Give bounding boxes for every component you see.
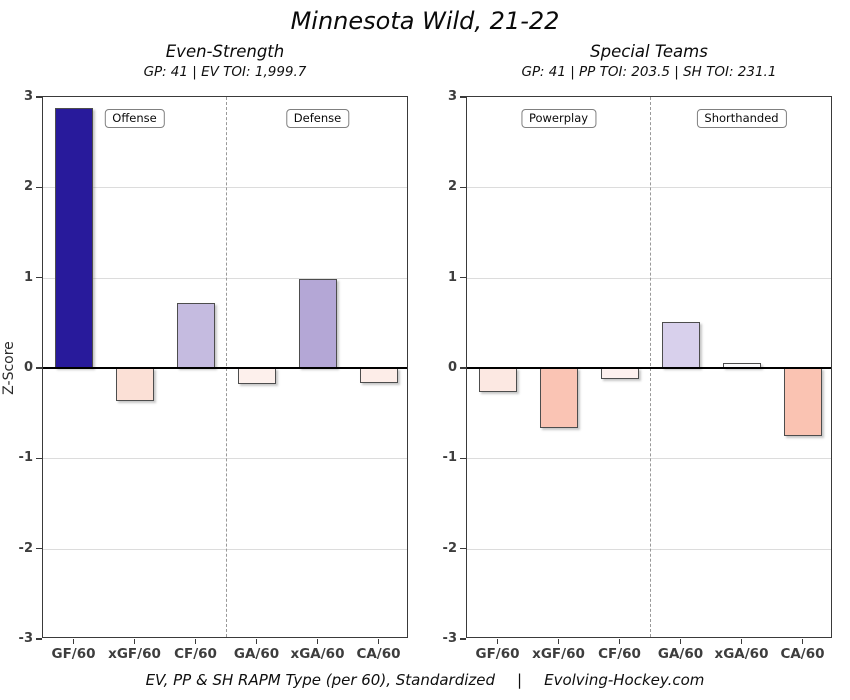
x-tick-label-xga-60: xGA/60 [714,646,769,662]
x-tick-mark [133,639,136,644]
x-tick-label-gf-60: GF/60 [51,646,96,662]
y-tick-mark [36,547,42,550]
y-tick-label: 0 [447,360,457,375]
panel-subtitle-even-strength: GP: 41 | EV TOI: 1,999.7 [143,64,307,80]
x-tick-label-xgf-60: xGF/60 [108,646,161,662]
y-tick-mark [36,638,42,640]
x-tick-mark [496,639,499,644]
x-tick-mark [740,639,743,644]
section-label-offense: Offense [104,109,165,128]
y-tick-mark [36,276,42,279]
y-tick-label: -2 [442,540,457,556]
y-tick-mark [460,276,466,279]
x-tick-mark [316,639,319,644]
y-tick-label: 1 [23,269,33,285]
bar-cf-60 [600,368,639,379]
x-tick-mark [194,639,197,644]
y-tick-label: 3 [447,89,457,104]
gridline-y-1 [43,277,407,279]
gridline-y--1 [43,458,407,460]
x-tick-label-gf-60: GF/60 [475,646,520,662]
y-tick-mark [460,457,466,460]
y-tick-label: -1 [18,450,33,466]
bar-xga-60 [298,279,337,368]
gridline-y-2 [467,187,831,189]
footer-caption: EV, PP & SH RAPM Type (per 60), Standard… [145,671,496,689]
bar-ca-60 [359,368,398,384]
gridline-y--2 [43,548,407,550]
bar-xgf-60 [539,368,578,428]
bar-cf-60 [176,302,215,368]
y-tick-mark [460,547,466,550]
x-tick-label-ca-60: CA/60 [780,646,825,662]
zero-axis-line [467,367,831,369]
y-tick-mark [36,96,42,98]
figure-title: Minnesota Wild, 21-22 [290,7,560,35]
y-tick-mark [36,457,42,460]
bar-xgf-60 [115,368,154,402]
x-tick-mark [618,639,621,644]
x-tick-label-ga-60: GA/60 [233,646,280,662]
bar-gf-60 [54,107,93,368]
x-tick-label-cf-60: CF/60 [174,646,217,662]
panel-title-special-teams: Special Teams [590,42,708,61]
bar-gf-60 [478,368,517,393]
y-tick-label: -3 [18,631,33,646]
panel-header-special-teams: Special Teams GP: 41 | PP TOI: 203.5 | S… [466,41,832,82]
x-tick-mark [679,639,682,644]
y-tick-label: 1 [447,269,457,285]
bar-ga-60 [661,321,700,368]
section-label-powerplay: Powerplay [520,109,597,128]
y-tick-label: -2 [18,540,33,556]
x-tick-mark [557,639,560,644]
y-tick-mark [460,96,466,98]
footer-separator: | [517,671,523,689]
y-tick-mark [460,638,466,640]
section-label-defense: Defense [285,109,350,128]
y-tick-mark [36,186,42,189]
gridline-y-1 [467,277,831,279]
zero-axis-line [43,367,407,369]
y-tick-mark [36,367,42,369]
chart-special-teams: Powerplay Shorthanded 3 2 1 0 -1 -2 -3 GF/60 xGF/6… [443,89,832,662]
gridline-y-2 [43,187,407,189]
x-tick-mark [801,639,804,644]
gridline-y--1 [467,458,831,460]
y-tick-mark [460,367,466,369]
figure-footer: EV, PP & SH RAPM Type (per 60), Standard… [0,671,850,689]
y-tick-mark [460,186,466,189]
y-tick-label: 0 [23,360,33,375]
x-tick-mark [377,639,380,644]
y-tick-label: -1 [442,450,457,466]
x-tick-label-xgf-60: xGF/60 [532,646,585,662]
y-tick-label: -3 [442,631,457,646]
panel-subtitle-special-teams: GP: 41 | PP TOI: 203.5 | SH TOI: 231.1 [521,64,777,80]
y-tick-label: 2 [23,179,33,195]
x-tick-label-ca-60: CA/60 [356,646,401,662]
gridline-y--2 [467,548,831,550]
x-tick-label-xga-60: xGA/60 [290,646,345,662]
panel-header-even-strength: Even-Strength GP: 41 | EV TOI: 1,999.7 [42,41,408,82]
x-tick-mark [72,639,75,644]
panel-title-even-strength: Even-Strength [165,42,285,61]
bar-ca-60 [783,368,822,436]
section-label-shorthanded: Shorthanded [696,109,787,128]
y-tick-label: 2 [447,179,457,195]
x-tick-mark [255,639,258,644]
x-tick-label-cf-60: CF/60 [598,646,641,662]
y-tick-label: 3 [23,89,33,104]
chart-even-strength: Offense Defense 3 2 1 0 -1 -2 -3 GF/60 xGF/60 CF/60… [19,89,408,662]
x-tick-label-ga-60: GA/60 [657,646,704,662]
footer-site: Evolving-Hockey.com [544,671,705,689]
bar-ga-60 [237,368,276,385]
